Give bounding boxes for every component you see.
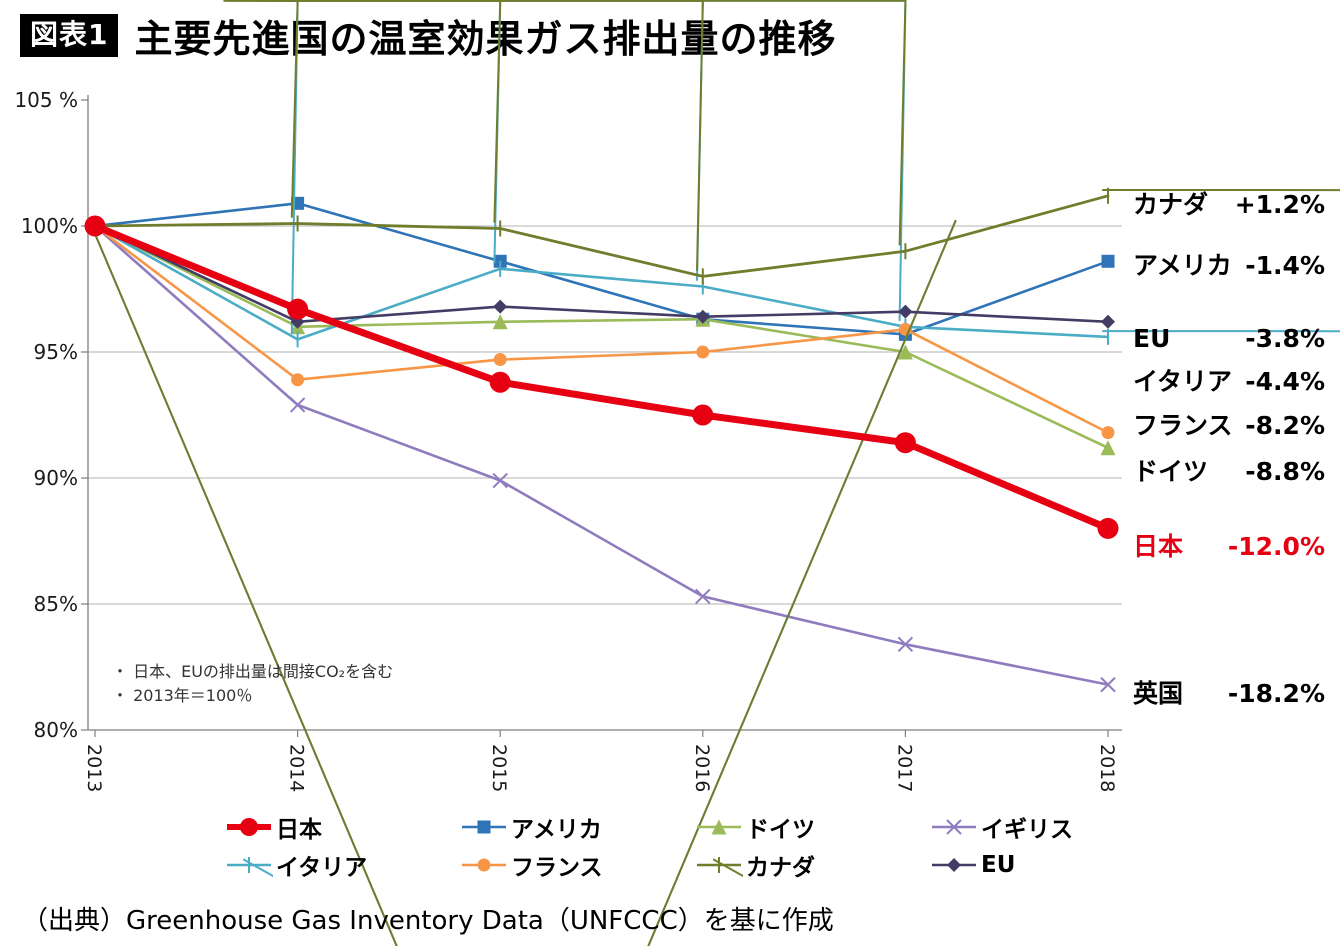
end-label-name-eu: EU [1133, 324, 1171, 353]
series-line-germany [93, 224, 1110, 450]
legend-label-eu: EU [981, 852, 1016, 878]
legend-marker-circle-icon [462, 858, 506, 872]
end-label-name-canada: カナダ [1133, 190, 1209, 219]
series-line-uk [93, 224, 1110, 686]
series-line-italy [93, 224, 1110, 341]
legend-item-canada: カナダ [695, 848, 930, 882]
x-tick-label: 2014 [286, 744, 308, 792]
source-note: （出典）Greenhouse Gas Inventory Data（UNFCCC… [22, 906, 834, 936]
legend-label-uk: イギリス [981, 817, 1073, 843]
end-label-change-france: -8.2% [1245, 411, 1325, 440]
end-label-france: フランス -8.2% [1133, 406, 1325, 442]
y-tick-label: 95% [34, 340, 78, 364]
end-label-name-france: フランス [1133, 411, 1233, 440]
y-tick-label: 85% [34, 592, 78, 616]
legend-label-japan: 日本 [276, 817, 322, 843]
end-label-japan: 日本 -12.0% [1133, 527, 1325, 563]
end-label-change-italy: -4.4% [1245, 367, 1325, 396]
legend-item-germany: ドイツ [695, 810, 930, 844]
end-label-change-canada: +1.2% [1234, 190, 1325, 219]
chart-notes: ・ 日本、EUの排出量は間接CO₂を含む ・ 2013年＝100％ [112, 660, 393, 708]
legend-item-america: アメリカ [460, 810, 695, 844]
end-label-change-germany: -8.8% [1245, 457, 1325, 486]
legend-item-uk: イギリス [930, 810, 1165, 844]
end-label-change-japan: -12.0% [1227, 532, 1325, 561]
end-label-uk: 英国 -18.2% [1133, 674, 1325, 710]
series-line-canada [93, 194, 1110, 278]
x-tick-label: 2017 [893, 744, 915, 792]
chart-note-baseline: ・ 2013年＝100％ [112, 686, 253, 705]
legend-marker-x-icon [932, 819, 976, 835]
page-title: 主要先進国の温室効果ガス排出量の推移 [134, 17, 837, 61]
x-tick-label: 2013 [83, 744, 105, 792]
end-label-italy: イタリア -4.4% [1133, 362, 1325, 398]
legend-marker-square-icon [462, 820, 506, 834]
legend-label-america: アメリカ [511, 817, 602, 843]
series-markers-japan [84, 215, 1119, 539]
chart-note-indirect-co2: ・ 日本、EUの排出量は間接CO₂を含む [112, 662, 394, 681]
end-label-canada: カナダ +1.2% [1133, 185, 1325, 221]
end-label-change-uk: -18.2% [1227, 679, 1325, 708]
series-line-eu [93, 224, 1110, 324]
legend-label-canada: カナダ [746, 855, 815, 881]
legend-marker-circle-icon [227, 818, 271, 836]
chart-legend: 日本 アメリカ ドイツ イギリスイタリア フランス カナダ EU [225, 810, 1165, 882]
legend-label-germany: ドイツ [746, 817, 815, 843]
legend-marker-asterisk-icon [697, 857, 743, 878]
end-label-name-italy: イタリア [1133, 367, 1233, 396]
legend-item-eu: EU [930, 848, 1165, 882]
end-label-eu: EU -3.8% [1133, 324, 1325, 353]
legend-label-italy: イタリア [276, 855, 368, 881]
figure-header: 図表1 主要先進国の温室効果ガス排出量の推移 [20, 8, 837, 63]
legend-item-japan: 日本 [225, 810, 460, 844]
end-label-germany: ドイツ -8.8% [1133, 452, 1325, 488]
x-tick-label: 2016 [691, 744, 713, 792]
legend-marker-diamond-icon [932, 858, 976, 872]
x-tick-label: 2018 [1096, 744, 1118, 792]
series-line-japan [91, 222, 1112, 532]
legend-item-france: フランス [460, 848, 695, 882]
legend-item-italy: イタリア [225, 848, 460, 882]
x-tick-label: 2015 [488, 744, 510, 792]
figure-badge: 図表1 [20, 14, 119, 57]
series-line-france [93, 224, 1110, 434]
end-label-change-eu: -3.8% [1245, 324, 1325, 353]
end-label-name-germany: ドイツ [1133, 457, 1209, 486]
end-label-name-uk: 英国 [1133, 679, 1184, 708]
series-line-america [93, 202, 1110, 336]
legend-marker-asterisk-icon [227, 857, 273, 878]
legend-marker-triangle-icon [697, 819, 741, 835]
y-tick-label: 100% [21, 214, 78, 238]
legend-label-france: フランス [511, 855, 603, 881]
end-label-name-america: アメリカ [1133, 251, 1232, 280]
end-label-name-japan: 日本 [1133, 532, 1184, 561]
y-tick-label: 105 % [14, 88, 78, 112]
y-tick-label: 80% [34, 718, 78, 742]
y-tick-label: 90% [34, 466, 78, 490]
end-label-america: アメリカ -1.4% [1133, 246, 1325, 282]
end-label-change-america: -1.4% [1245, 251, 1325, 280]
series-markers-canada [88, 0, 1340, 946]
